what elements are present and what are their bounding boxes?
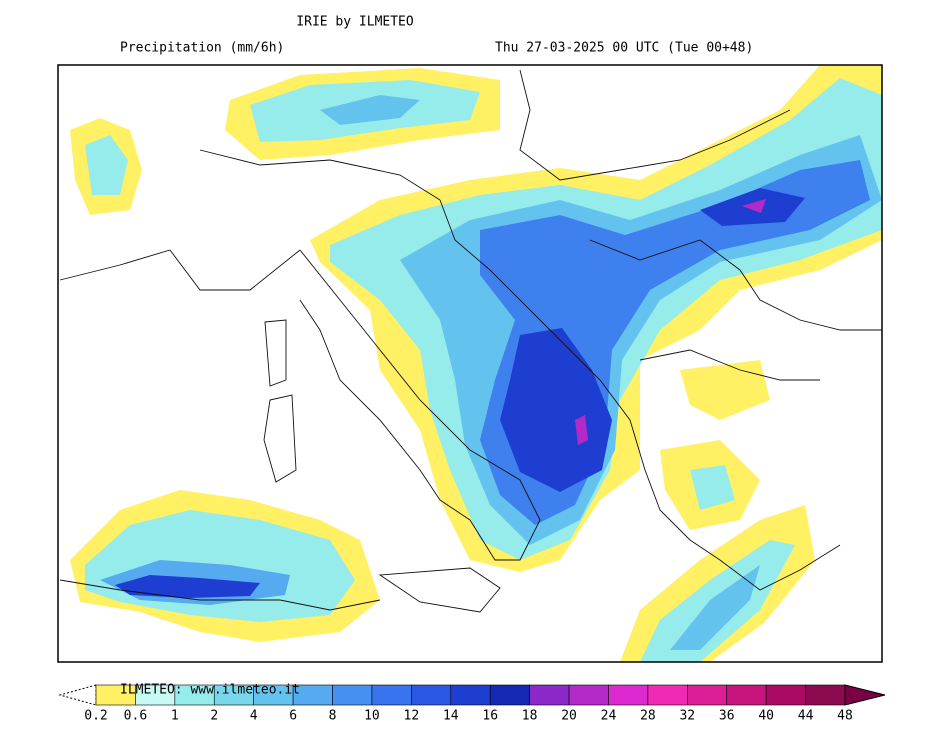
border [639, 349, 820, 381]
colorbar-label: 14 [443, 709, 459, 724]
precip-area [115, 575, 260, 598]
colorbar-label: 18 [522, 709, 538, 724]
colorbar-bin [805, 684, 846, 706]
precipitation-field [70, 65, 882, 662]
colorbar-label: 16 [482, 709, 498, 724]
colorbar-label: 36 [719, 709, 735, 724]
colorbar-bin [687, 684, 728, 706]
colorbar-label: 6 [289, 709, 297, 724]
colorbar-label: 32 [679, 709, 695, 724]
colorbar-label: 10 [364, 709, 380, 724]
precip-area [500, 328, 612, 492]
colorbar-bin [371, 684, 412, 706]
coastline [439, 199, 841, 591]
precip-area [85, 135, 128, 195]
colorbar-label: 0.6 [124, 709, 147, 724]
coastline [299, 249, 541, 561]
colorbar-bin [529, 684, 570, 706]
colorbar-label: 20 [561, 709, 577, 724]
valid-time: Thu 27-03-2025 00 UTC (Tue 00+48) [495, 41, 753, 56]
colorbar-under [58, 684, 97, 706]
colorbar-label: 12 [404, 709, 420, 724]
colorbar-bin [411, 684, 452, 706]
colorbar-label: 28 [640, 709, 656, 724]
watermark: ILMETEO: www.ilmeteo.it [120, 683, 300, 698]
colorbar-bin [450, 684, 491, 706]
colorbar-label: 4 [250, 709, 258, 724]
colorbar-bin [489, 684, 530, 706]
colorbar-label: 24 [601, 709, 617, 724]
colorbar-bin [765, 684, 806, 706]
colorbar-over [844, 684, 886, 706]
colorbar-bin [647, 684, 688, 706]
colorbar-bin [726, 684, 767, 706]
island [378, 567, 501, 613]
coastline [59, 579, 381, 611]
title: IRIE by ILMETEO [296, 15, 414, 30]
colorbar-bin [332, 684, 373, 706]
colorbar-label: 8 [329, 709, 337, 724]
border [199, 149, 441, 201]
island [264, 319, 287, 387]
precip-area [680, 360, 770, 420]
colorbar-label: 0.2 [84, 709, 107, 724]
map-frame [57, 64, 883, 663]
precip-area [320, 95, 420, 125]
colorbar-label: 40 [758, 709, 774, 724]
colorbar-bin [568, 684, 609, 706]
precip-area [690, 465, 735, 510]
colorbar-label: 48 [837, 709, 853, 724]
coastline [59, 249, 301, 291]
island [263, 394, 297, 483]
precip-area [575, 415, 588, 445]
colorbar-label: 44 [798, 709, 814, 724]
colorbar-bin [608, 684, 649, 706]
subtitle: Precipitation (mm/6h) [120, 41, 284, 56]
coastlines [59, 69, 882, 613]
border [519, 69, 791, 181]
border [589, 239, 882, 331]
colorbar-label: 1 [171, 709, 179, 724]
precip-area [670, 565, 760, 650]
colorbar: 0.2 0.6 1 2 4 6 8 10 12 14 16 18 20 24 28 32 36 40 44 48 [58, 684, 886, 724]
colorbar-label: 2 [210, 709, 218, 724]
precip-area [742, 199, 766, 213]
